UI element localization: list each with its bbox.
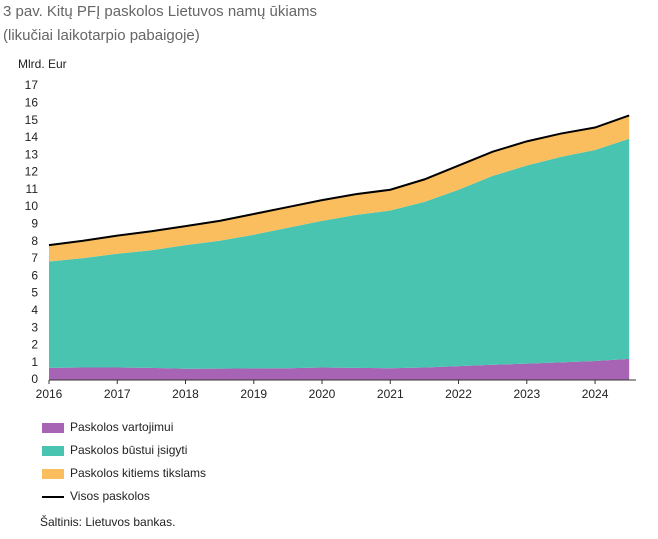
y-tick-label: 3	[31, 320, 38, 334]
y-tick-label: 2	[31, 338, 38, 352]
chart-title: 3 pav. Kitų PFĮ paskolos Lietuvos namų ū…	[3, 3, 317, 20]
x-tick-label: 2019	[240, 387, 267, 401]
x-tick-label: 2023	[513, 387, 540, 401]
source: Šaltinis: Lietuvos bankas.	[40, 514, 175, 529]
area	[49, 358, 630, 380]
y-tick-label: 13	[25, 147, 39, 161]
x-tick-label: 2021	[377, 387, 404, 401]
legend-swatch	[42, 446, 64, 456]
y-tick-label: 16	[25, 95, 39, 109]
y-tick-label: 12	[25, 165, 39, 179]
x-tick-label: 2020	[309, 387, 336, 401]
x-tick-label: 2022	[445, 387, 472, 401]
y-tick-label: 8	[31, 234, 38, 248]
y-tick-label: 0	[31, 372, 38, 386]
legend-label: Paskolos vartojimui	[70, 420, 173, 434]
x-tick-label: 2018	[172, 387, 199, 401]
y-tick-label: 14	[25, 130, 39, 144]
chart-subtitle: (likučiai laikotarpio pabaigoje)	[3, 27, 200, 44]
x-tick-label: 2017	[104, 387, 131, 401]
y-tick-label: 15	[25, 113, 39, 127]
y-tick-label: 5	[31, 286, 38, 300]
legend-label: Paskolos būstui įsigyti	[70, 443, 187, 457]
y-tick-label: 17	[25, 78, 39, 92]
y-tick-label: 7	[31, 251, 38, 265]
y-tick-label: 11	[26, 182, 39, 196]
line	[48, 114, 630, 247]
y-tick-label: 6	[31, 268, 38, 282]
y-tick-label: 9	[31, 217, 38, 231]
x-tick-label: 2016	[36, 387, 63, 401]
y-tick-label: 1	[31, 355, 38, 369]
legend-swatch	[42, 423, 64, 433]
y-tick-label: 4	[31, 303, 38, 317]
y-axis-label: Mlrd. Eur	[18, 57, 67, 71]
x-tick-label: 2024	[582, 387, 609, 401]
area	[49, 138, 630, 369]
legend-label: Paskolos kitiems tikslams	[70, 466, 206, 480]
legend-swatch	[42, 469, 64, 479]
legend-label: Visos paskolos	[70, 489, 150, 503]
y-tick-label: 10	[25, 199, 39, 213]
